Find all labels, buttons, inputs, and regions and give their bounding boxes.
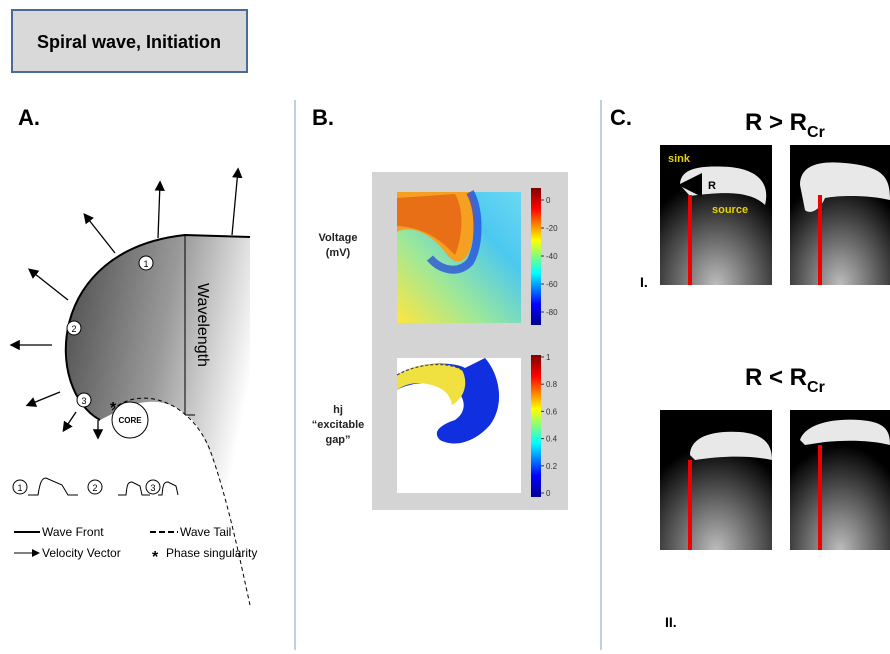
sink-label: sink xyxy=(668,153,691,165)
source-label: source xyxy=(712,204,748,216)
hj-colorbar xyxy=(531,355,541,497)
waveform-label: 2 xyxy=(92,483,97,493)
waveform-markers xyxy=(13,480,160,494)
singularity-mark: * xyxy=(110,400,117,417)
legend-mark: * xyxy=(152,549,159,566)
voltage-label: Voltage xyxy=(319,232,358,244)
hj-label: “excitable xyxy=(312,419,365,431)
condition-sub: Cr xyxy=(807,379,825,396)
condition-sub: Cr xyxy=(807,124,825,141)
legend-label: Wave Tail xyxy=(180,525,231,539)
colorbar-tick-label: 0.4 xyxy=(546,435,558,444)
figure: Spiral wave, Initiation A. Wavelength 1 … xyxy=(0,0,890,654)
legend-label: Phase singularity xyxy=(166,546,257,560)
colorbar-tick-label: -40 xyxy=(546,252,558,261)
waveform-label: 1 xyxy=(17,483,22,493)
condition-title: R < RCr xyxy=(745,364,825,396)
colorbar-tick-label: -20 xyxy=(546,224,558,233)
voltage-label: (mV) xyxy=(326,247,351,259)
point-label: 2 xyxy=(71,324,76,334)
colorbar-tick-label: 0.8 xyxy=(546,380,558,389)
colorbar-tick-label: -60 xyxy=(546,280,558,289)
legend-label: Wave Front xyxy=(42,525,104,539)
condition-title: R > RCr xyxy=(745,109,825,141)
point-label: 1 xyxy=(143,259,148,269)
hj-label: gap” xyxy=(325,434,350,446)
panel-label: B. xyxy=(312,105,334,130)
condition-text: R < R xyxy=(745,364,807,391)
core-label: CORE xyxy=(118,416,142,425)
colorbar-tick-label: -80 xyxy=(546,308,558,317)
colorbar-tick-label: 0.2 xyxy=(546,462,558,471)
colorbar-tick-label: 0 xyxy=(546,489,551,498)
legend-label: Velocity Vector xyxy=(42,546,121,560)
wavelength-label: Wavelength xyxy=(194,283,211,367)
panel-label: A. xyxy=(18,105,40,130)
waveform-label: 3 xyxy=(150,483,155,493)
panel-label: C. xyxy=(610,105,632,130)
point-label: 3 xyxy=(81,396,86,406)
colorbar-tick-label: 0.6 xyxy=(546,407,558,416)
row-label: II. xyxy=(665,614,677,630)
page: Spiral wave, Initiation A. Wavelength 1 … xyxy=(0,0,890,654)
radius-label: R xyxy=(708,180,716,192)
header-title: Spiral wave, Initiation xyxy=(37,32,221,52)
hj-label: hj xyxy=(333,404,343,416)
simulation-frames xyxy=(660,145,890,550)
colorbar-tick-label: 0 xyxy=(546,196,551,205)
colorbar-tick-label: 1 xyxy=(546,353,551,362)
voltage-colorbar xyxy=(531,188,541,325)
condition-text: R > R xyxy=(745,109,807,136)
row-label: I. xyxy=(640,274,648,290)
